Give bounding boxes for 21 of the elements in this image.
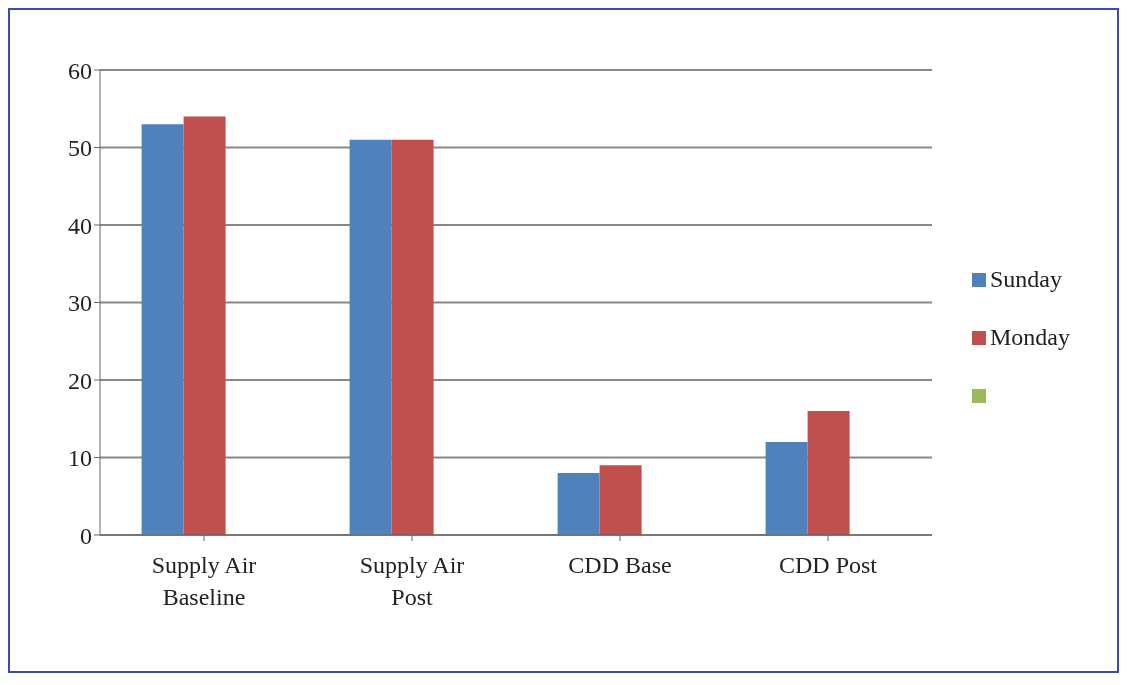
legend-label: Sunday	[990, 266, 1062, 293]
x-tick-label: CDD Post	[778, 552, 878, 578]
x-tick-label: Supply Air Post	[359, 552, 465, 610]
legend-label: Monday	[990, 324, 1070, 351]
x-tick-label: Supply Air Baseline	[151, 552, 257, 610]
bar	[183, 116, 226, 535]
x-tick-label: CDD Base	[568, 552, 672, 578]
bar	[557, 473, 600, 535]
bar	[599, 465, 642, 535]
bar	[807, 411, 850, 535]
y-tick-label: 10	[68, 445, 92, 472]
bar	[765, 442, 808, 535]
y-tick-label: 60	[68, 57, 92, 84]
y-tick-label: 40	[68, 212, 92, 239]
y-tick-label: 20	[68, 367, 92, 394]
y-tick-label: 30	[68, 290, 92, 317]
bar	[141, 124, 184, 535]
y-tick-label: 0	[80, 522, 92, 549]
bar	[391, 139, 434, 535]
bar	[349, 139, 392, 535]
y-tick-label: 50	[68, 135, 92, 162]
